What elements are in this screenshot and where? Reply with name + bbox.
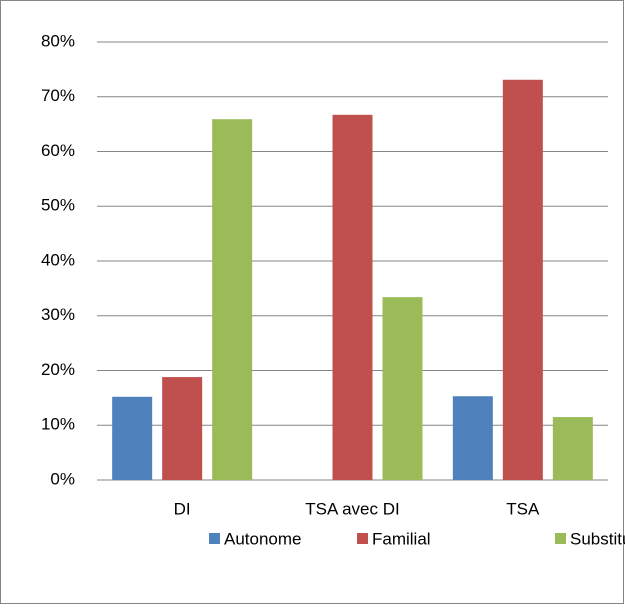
legend-label: Familial: [372, 529, 431, 548]
y-tick-label: 50%: [41, 196, 75, 215]
bar: [552, 417, 593, 480]
legend-swatch: [209, 533, 220, 544]
y-tick-label: 0%: [50, 469, 75, 488]
legend-swatch: [555, 533, 566, 544]
x-tick-label: DI: [174, 499, 191, 518]
bar: [452, 396, 493, 480]
x-tick-label: TSA avec DI: [305, 499, 399, 518]
y-tick-label: 20%: [41, 360, 75, 379]
bar: [502, 79, 543, 480]
bar: [212, 119, 253, 480]
legend-label: Autonome: [224, 529, 302, 548]
y-tick-label: 10%: [41, 415, 75, 434]
x-tick-label: TSA: [506, 499, 540, 518]
y-tick-label: 30%: [41, 305, 75, 324]
bar: [382, 297, 423, 480]
bar: [112, 396, 153, 480]
bar: [332, 114, 373, 480]
y-tick-label: 40%: [41, 250, 75, 269]
y-tick-label: 80%: [41, 31, 75, 50]
y-tick-label: 60%: [41, 141, 75, 160]
legend-swatch: [357, 533, 368, 544]
legend-label: Substitut: [570, 529, 625, 548]
bar: [162, 377, 203, 480]
y-tick-label: 70%: [41, 86, 75, 105]
